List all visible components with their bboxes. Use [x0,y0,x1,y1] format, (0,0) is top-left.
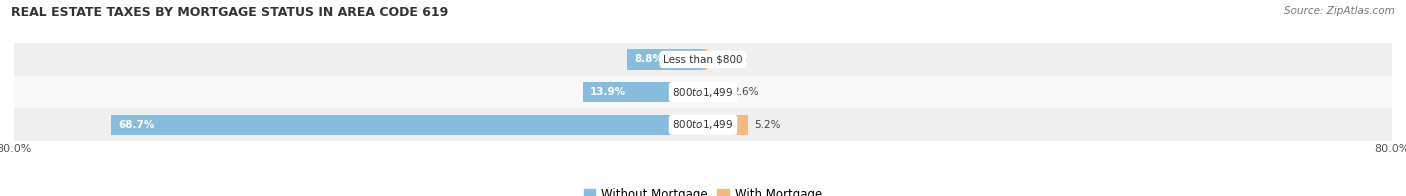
Text: 13.9%: 13.9% [591,87,626,97]
Text: 68.7%: 68.7% [118,120,155,130]
Bar [14,108,1392,141]
Text: $800 to $1,499: $800 to $1,499 [672,86,734,99]
Text: 0.47%: 0.47% [714,54,747,64]
Bar [703,82,725,102]
Bar [583,82,703,102]
Bar [703,49,707,70]
Bar [627,49,703,70]
Bar [111,115,703,135]
Legend: Without Mortgage, With Mortgage: Without Mortgage, With Mortgage [579,183,827,196]
Bar [14,76,1392,108]
Bar [703,115,748,135]
Text: 5.2%: 5.2% [755,120,782,130]
Text: 2.6%: 2.6% [733,87,759,97]
Text: $800 to $1,499: $800 to $1,499 [672,118,734,131]
Text: Source: ZipAtlas.com: Source: ZipAtlas.com [1284,6,1395,16]
Text: 8.8%: 8.8% [634,54,664,64]
Bar [14,43,1392,76]
Text: Less than $800: Less than $800 [664,54,742,64]
Text: REAL ESTATE TAXES BY MORTGAGE STATUS IN AREA CODE 619: REAL ESTATE TAXES BY MORTGAGE STATUS IN … [11,6,449,19]
